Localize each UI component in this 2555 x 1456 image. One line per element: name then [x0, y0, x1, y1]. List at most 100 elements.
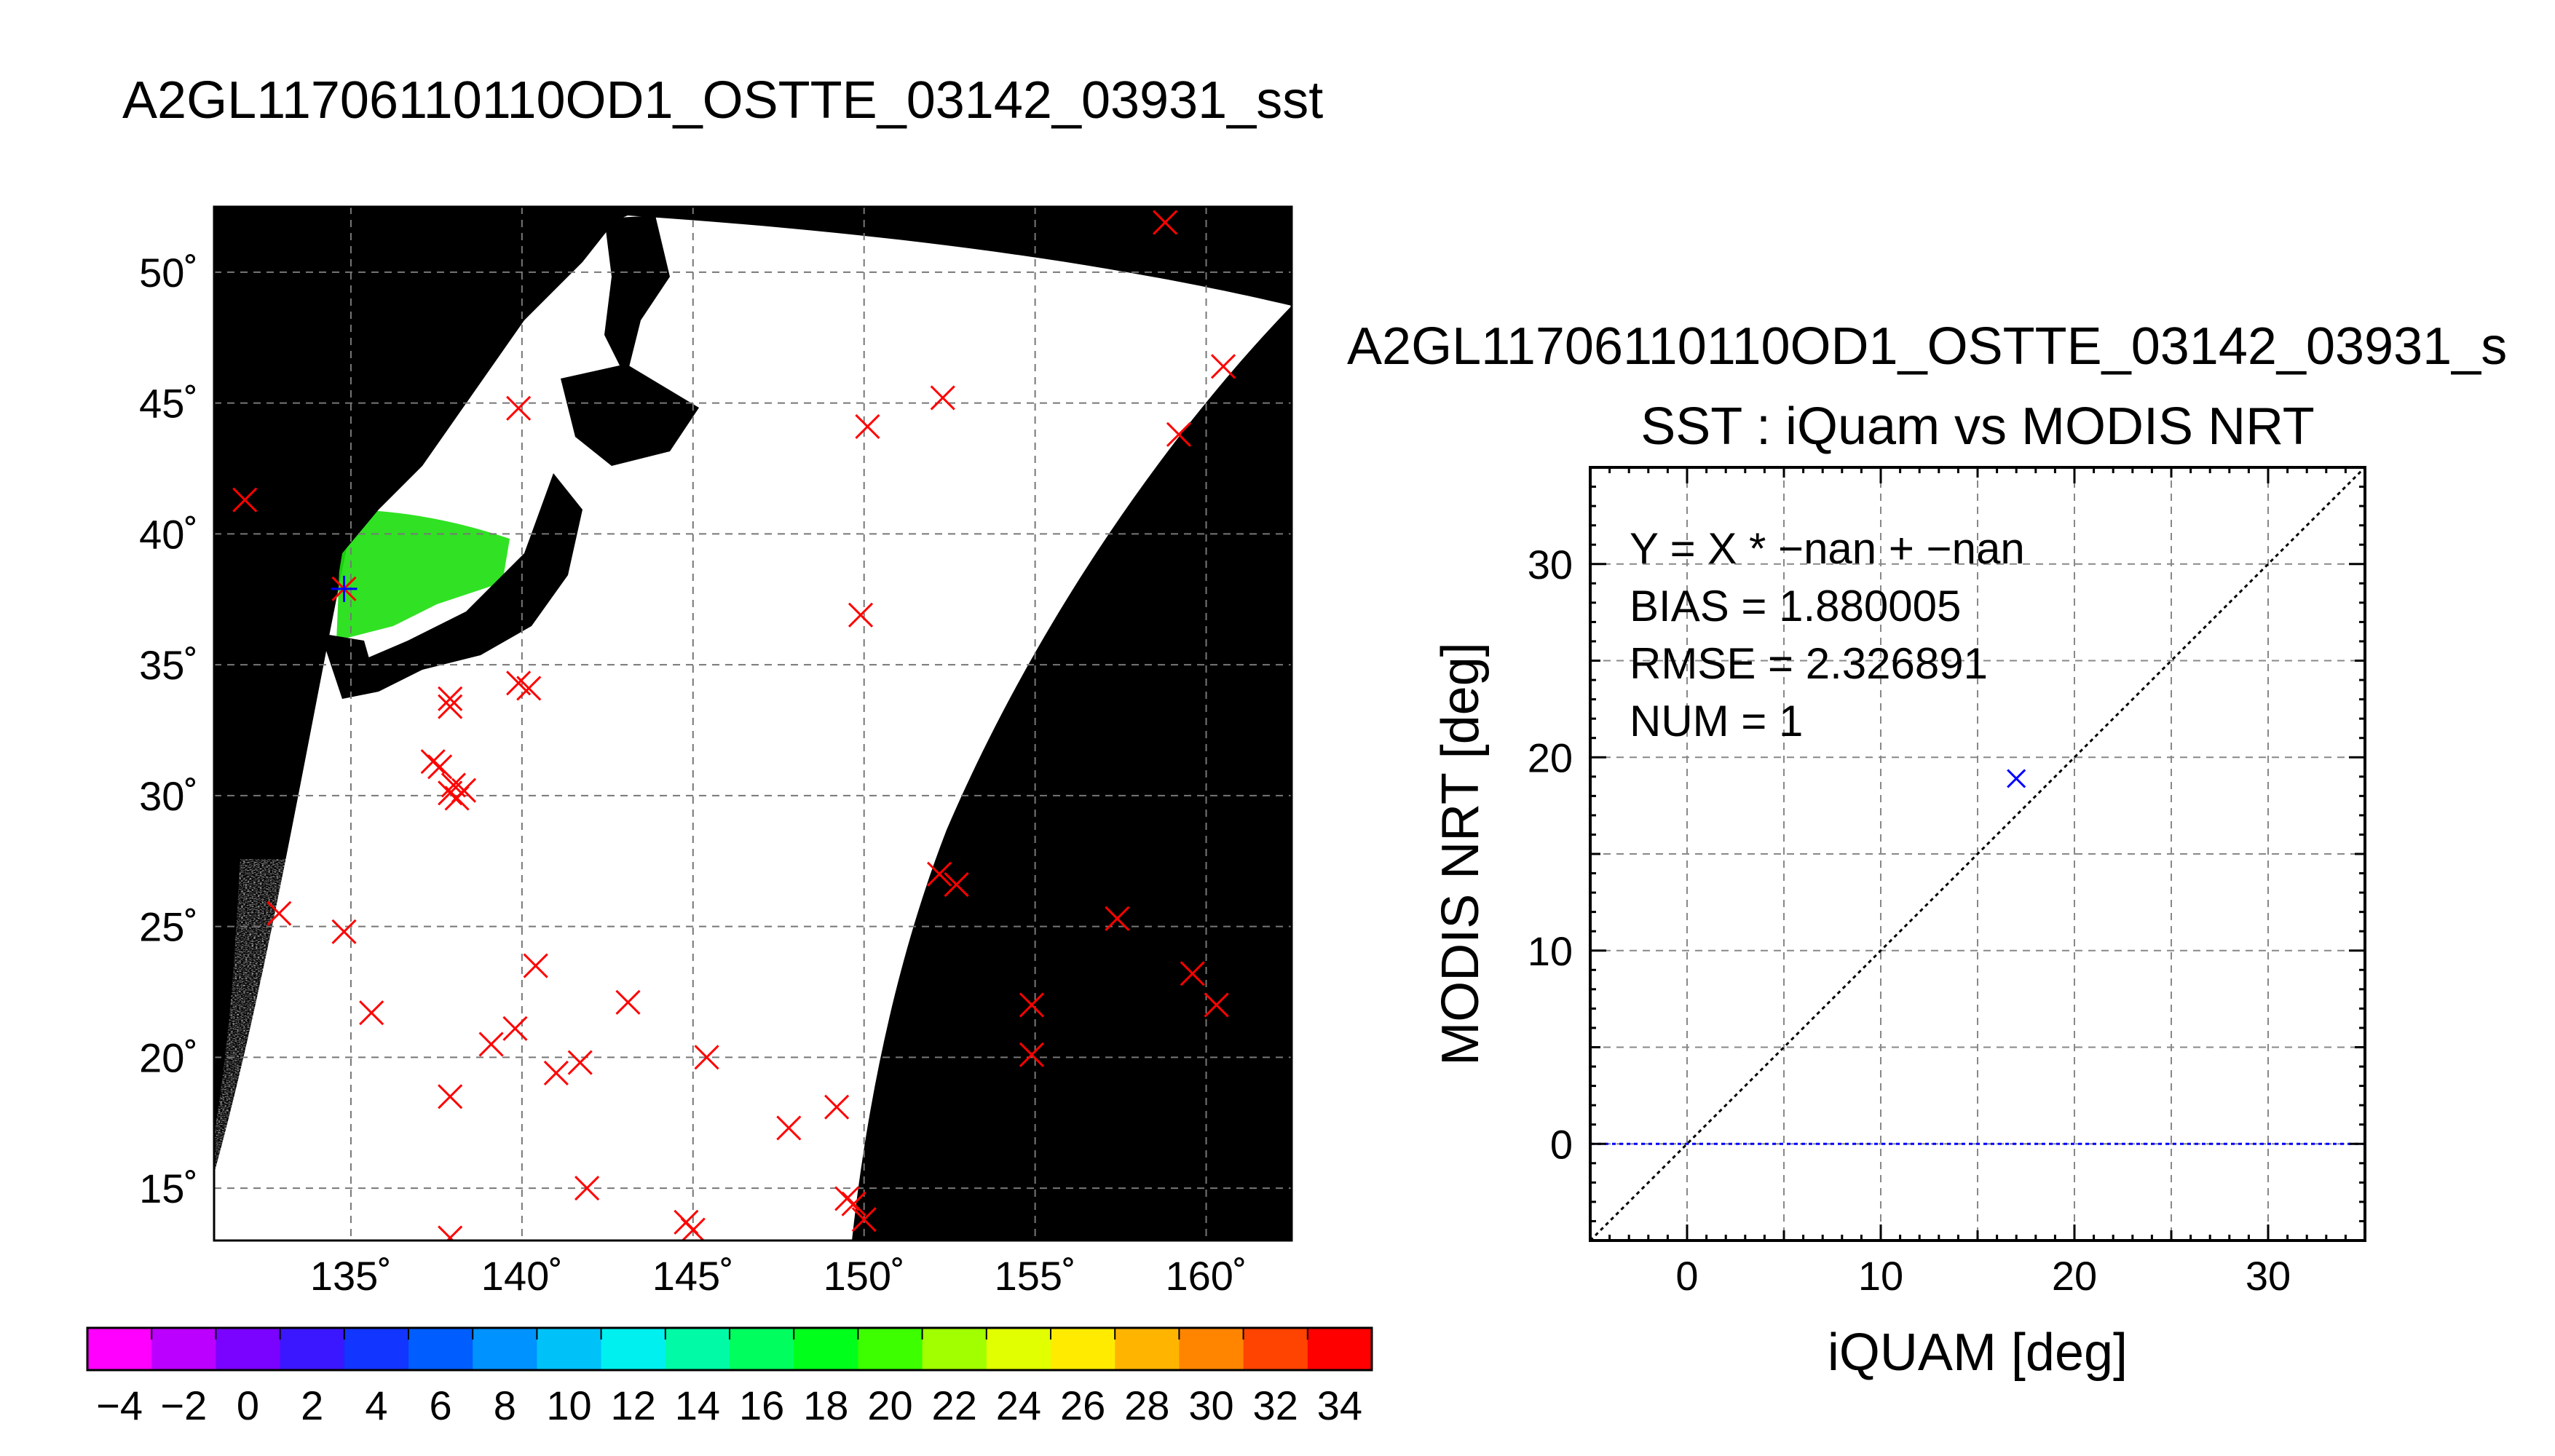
in-situ-marker: [502, 1016, 528, 1041]
in-situ-marker: [438, 694, 463, 719]
colorbar-bin: [1051, 1328, 1115, 1370]
in-situ-marker: [776, 1115, 802, 1141]
latitude-label: 50˚: [139, 250, 198, 296]
in-situ-marker: [444, 786, 470, 811]
map-frame: [213, 205, 1293, 1242]
latitude-label: 25˚: [139, 904, 198, 950]
matched-marker: [331, 575, 358, 602]
in-situ-marker: [834, 1186, 860, 1211]
longitude-label: 155˚: [995, 1253, 1076, 1299]
colorbar-label: 4: [365, 1382, 387, 1428]
colorbar-bin: [408, 1328, 473, 1370]
in-situ-marker: [506, 395, 532, 421]
land-continent: [214, 207, 626, 655]
latitude-label: 30˚: [139, 773, 198, 819]
in-situ-marker: [680, 1217, 706, 1241]
colorbar-label: 6: [430, 1382, 452, 1428]
colorbar-bin: [986, 1328, 1051, 1370]
in-situ-marker: [841, 1191, 866, 1216]
colorbar-label: −2: [160, 1382, 207, 1428]
colorbar-bin: [730, 1328, 794, 1370]
in-situ-marker: [266, 901, 292, 926]
x-axis-label: iQUAM [deg]: [1828, 1324, 2128, 1382]
colorbar-bin: [601, 1328, 666, 1370]
in-situ-marker: [694, 1045, 719, 1070]
colorbar-label: 16: [739, 1382, 784, 1428]
scatter-panel: A2GL11706110110OD1_OSTTE_03142_03931_s S…: [1347, 317, 2507, 1382]
colorbar-label: 12: [611, 1382, 656, 1428]
land-hokkaido: [561, 364, 699, 466]
land-kyushu: [320, 633, 379, 699]
in-situ-marker: [420, 749, 446, 775]
in-situ-marker: [1180, 961, 1205, 986]
land: [214, 207, 699, 699]
colorbar-bin: [473, 1328, 537, 1370]
in-situ-marker: [855, 414, 880, 440]
colorbar-label: 24: [996, 1382, 1041, 1428]
scatter-title-line2: SST : iQuam vs MODIS NRT: [1640, 397, 2315, 456]
in-situ-marker: [478, 1032, 504, 1057]
colorbar-bins: [87, 1328, 1373, 1370]
in-situ-marker: [615, 989, 641, 1015]
colorbar-bin: [87, 1328, 152, 1370]
map-longitude-labels: 135˚ 140˚ 145˚ 150˚ 155˚ 160˚: [310, 1253, 1247, 1299]
latitude-label: 15˚: [139, 1166, 198, 1211]
colorbar-bin: [151, 1328, 216, 1370]
colorbar-bin: [922, 1328, 987, 1370]
colorbar-bin: [1307, 1328, 1373, 1370]
colorbar-bin: [858, 1328, 923, 1370]
sst-sea-of-japan: [336, 510, 510, 641]
in-situ-marker: [851, 1207, 877, 1233]
colorbar-bin: [280, 1328, 345, 1370]
latitude-label: 20˚: [139, 1034, 198, 1080]
latitude-label: 35˚: [139, 642, 198, 688]
colorbar-label: 30: [1188, 1382, 1233, 1428]
y-tick-label: 20: [1528, 735, 1573, 780]
in-situ-markers: [232, 210, 1236, 1241]
x-tick-label: 0: [1675, 1253, 1698, 1299]
in-situ-marker: [1204, 992, 1229, 1018]
in-situ-marker: [438, 686, 463, 711]
longitude-label: 150˚: [824, 1253, 905, 1299]
in-situ-marker: [848, 602, 874, 628]
in-situ-marker: [543, 1060, 569, 1085]
colorbar-label: 8: [494, 1382, 516, 1428]
colorbar-bin: [1179, 1328, 1244, 1370]
x-tick-label: 20: [2052, 1253, 2097, 1299]
stats-bias: BIAS = 1.880005: [1630, 582, 1961, 630]
land-sakhalin: [604, 215, 670, 379]
y-tick-labels: 0 10 20 30: [1528, 542, 1573, 1168]
in-situ-marker: [438, 1084, 463, 1109]
in-situ-marker: [438, 1225, 463, 1241]
stats-num: NUM = 1: [1630, 697, 1803, 745]
colorbar-bin: [794, 1328, 858, 1370]
in-situ-marker: [1153, 210, 1178, 235]
sst-mid-band: [510, 720, 976, 850]
in-situ-marker: [359, 1000, 384, 1026]
colorbar-bin: [216, 1328, 281, 1370]
in-situ-marker: [1019, 992, 1044, 1018]
colorbar-bin: [1243, 1328, 1308, 1370]
x-tick-label: 10: [1858, 1253, 1903, 1299]
in-situ-marker: [516, 676, 542, 701]
map-graticule: [214, 207, 1292, 1241]
x-tick-labels: 0 10 20 30: [1675, 1253, 2291, 1299]
in-situ-marker: [944, 872, 969, 898]
y-tick-label: 10: [1528, 928, 1573, 974]
plot-frame: [1589, 466, 2366, 1242]
colorbar-label: 18: [803, 1382, 848, 1428]
y-axis-label: MODIS NRT [deg]: [1431, 642, 1490, 1066]
in-situ-marker: [567, 1050, 593, 1075]
colorbar-label: 32: [1253, 1382, 1298, 1428]
y-tick-label: 0: [1550, 1121, 1573, 1167]
longitude-label: 140˚: [481, 1253, 563, 1299]
in-situ-marker: [331, 919, 357, 944]
colorbar-label: 20: [867, 1382, 912, 1428]
colorbar-bin: [665, 1328, 730, 1370]
in-situ-marker: [1105, 906, 1130, 931]
latitude-label: 40˚: [139, 511, 198, 557]
colorbar-bin: [537, 1328, 602, 1370]
in-situ-marker: [523, 953, 548, 978]
latitude-label: 45˚: [139, 381, 198, 427]
in-situ-marker: [927, 861, 952, 887]
